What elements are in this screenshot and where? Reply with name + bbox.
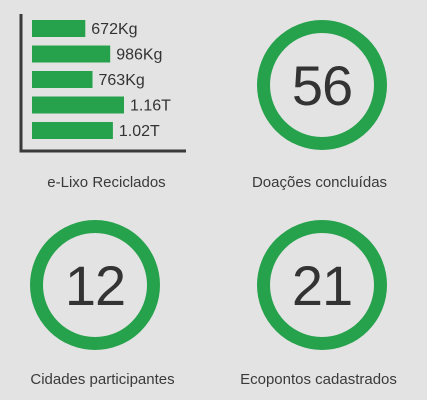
bar-label-3: 1.16T: [130, 98, 171, 115]
ecopoints-count: 21: [291, 253, 353, 317]
cities-ring: 12: [30, 220, 160, 350]
ecopoints-ring: 21: [257, 220, 387, 350]
ecopoints-caption: Ecopontos cadastrados: [240, 371, 397, 388]
donations-stat-tile: 56 Doações concluídas: [213, 0, 426, 200]
ewaste-stat-tile: 672Kg 986Kg 763Kg 1.16T 1.02T e-Lixo Recicla…: [0, 0, 213, 200]
bar-label-0: 672Kg: [91, 21, 137, 38]
bar-1: [32, 45, 111, 63]
bar-2: [32, 71, 93, 88]
cities-caption: Cidades participantes: [30, 371, 175, 388]
donations-count: 56: [291, 53, 353, 117]
cities-count: 12: [64, 253, 126, 317]
bar-3: [32, 96, 124, 114]
bar-label-1: 986Kg: [116, 47, 162, 64]
ewaste-caption: e-Lixo Reciclados: [47, 174, 166, 191]
ecopoints-stat-tile: 21 Ecopontos cadastrados: [213, 200, 426, 400]
donations-caption: Doações concluídas: [251, 174, 388, 191]
ewaste-bar-chart: 672Kg 986Kg 763Kg 1.16T 1.02T: [19, 14, 186, 153]
donations-ring: 56: [257, 20, 387, 150]
bar-0: [32, 20, 86, 37]
bar-label-2: 763Kg: [99, 72, 145, 89]
bar-4: [32, 122, 113, 139]
cities-stat-tile: 12 Cidades participantes: [0, 200, 213, 400]
bar-label-4: 1.02T: [119, 123, 160, 140]
